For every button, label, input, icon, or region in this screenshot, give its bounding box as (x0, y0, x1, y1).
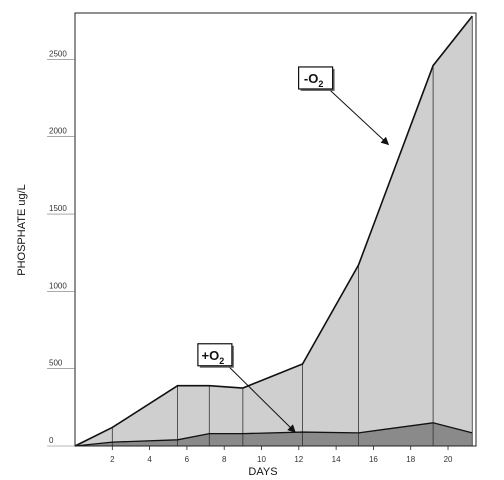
callout-label: -O2 (304, 71, 323, 89)
x-tick-label: 10 (257, 455, 266, 464)
area-minus-o2 (75, 16, 473, 446)
x-tick-label: 2 (110, 455, 115, 464)
line-plus-o2 (74, 422, 473, 447)
x-tick-label: 12 (294, 455, 303, 464)
x-tick-label: 20 (444, 455, 453, 464)
y-tick-label: 1500 (49, 204, 67, 213)
y-tick-label: 2500 (49, 49, 67, 58)
x-tick-label: 18 (406, 455, 415, 464)
line-minus-o2 (74, 15, 473, 447)
x-axis-title: DAYS (248, 466, 277, 478)
sample-divider-lines (111, 16, 473, 446)
x-tick-label: 8 (222, 455, 227, 464)
y-tick-label: 2000 (49, 127, 67, 136)
callout-box (197, 343, 233, 367)
area-series-group (75, 16, 473, 446)
callout-arrow (326, 86, 390, 146)
y-tick-label: 500 (49, 359, 63, 368)
y-gridlines (47, 59, 75, 447)
y-tick-label: 0 (49, 436, 54, 445)
x-tick-label: 6 (185, 455, 190, 464)
x-tick-label: 4 (147, 455, 152, 464)
x-tick-label: 16 (369, 455, 378, 464)
series-lines (74, 15, 476, 447)
x-tick-label: 14 (332, 455, 341, 464)
y-tick-labels: 0 500 1000 1500 2000 2500 (49, 49, 67, 445)
callout-label: +O2 (202, 348, 225, 366)
x-tick-labels: 2 4 6 8 10 12 14 16 18 20 (110, 446, 453, 464)
y-axis-title: PHOSPHATE ug/L (16, 184, 28, 276)
y-tick-label: 1000 (49, 281, 67, 290)
callout-box (298, 66, 334, 90)
callout-annotations: -O2 +O2 (197, 66, 390, 433)
callout-arrow (225, 363, 296, 433)
